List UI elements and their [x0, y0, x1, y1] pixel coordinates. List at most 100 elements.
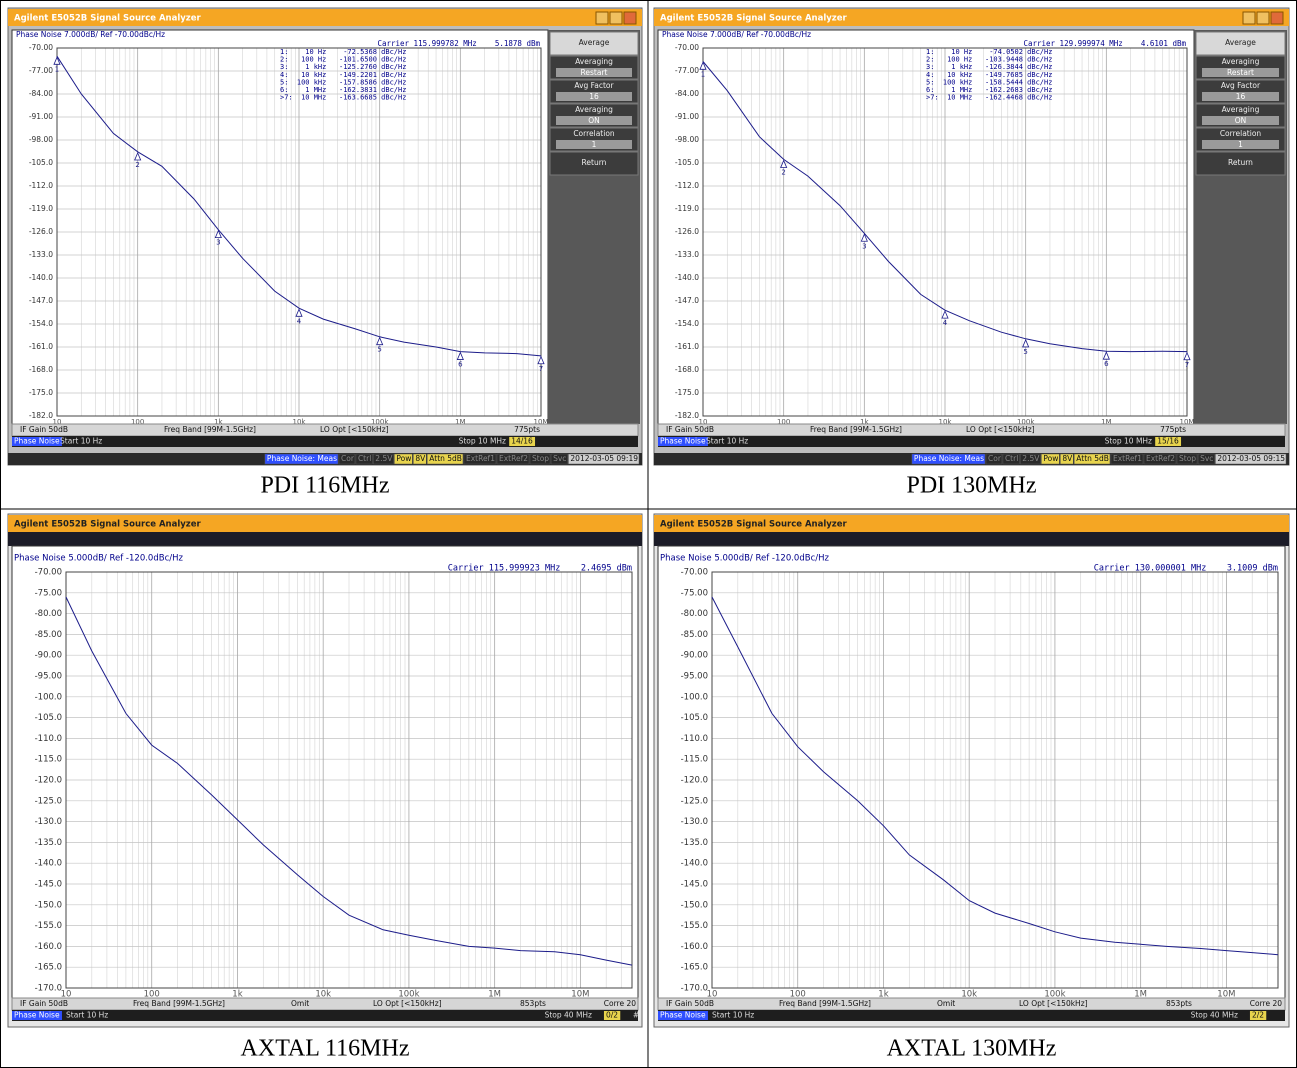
- status-item: #: [633, 1011, 639, 1020]
- status-item: 0/2: [606, 1011, 618, 1020]
- status-cell: [496, 453, 530, 465]
- marker: [699, 61, 707, 70]
- status-cell: [355, 453, 373, 465]
- status-item: 775pts: [1160, 425, 1186, 434]
- status-cell: [1060, 453, 1074, 465]
- x-tick-label: 10k: [961, 990, 977, 1000]
- softkey-value-box: [556, 92, 632, 101]
- x-tick-label: 10: [61, 990, 72, 1000]
- status-item: Stop 10 MHz: [459, 437, 506, 446]
- status-item: Phase Noise: [660, 437, 706, 446]
- softkey-value-box: [556, 68, 632, 77]
- carrier-readout: Carrier 115.999923 MHz 2.4695 dBm: [448, 564, 632, 574]
- y-tick-label: -119.0: [675, 204, 699, 213]
- y-tick-label: -130.0: [681, 817, 708, 827]
- status-item: 853pts: [1166, 999, 1192, 1008]
- status-item: ExtRef2: [1146, 454, 1175, 463]
- menu-bar: [654, 532, 1289, 546]
- softkey-label: Averaging: [575, 105, 613, 114]
- status-badge: [658, 437, 708, 446]
- marker: [1102, 351, 1110, 360]
- status-item: IF Gain 50dB: [20, 425, 68, 434]
- status-item: Omit: [291, 999, 309, 1008]
- status-item: Start 10 Hz: [66, 1011, 108, 1020]
- marker-label: 7: [539, 365, 543, 373]
- marker-label: 6: [1104, 360, 1109, 368]
- y-tick-label: -168.0: [675, 365, 699, 374]
- status-item: IF Gain 50dB: [20, 999, 68, 1008]
- softkey-value-box: [556, 140, 632, 149]
- softkey-value-box: [556, 116, 632, 125]
- status-item: Stop 10 MHz: [1105, 437, 1152, 446]
- marker-label: 2: [135, 161, 139, 169]
- y-tick-label: -120.0: [35, 776, 62, 786]
- y-tick-label: -80.00: [681, 609, 708, 619]
- y-tick-label: -155.0: [35, 921, 62, 931]
- status-cell: [264, 453, 339, 465]
- status-cell: [529, 453, 551, 465]
- window-title-bar: [8, 9, 642, 26]
- status-cell: [338, 453, 356, 465]
- marker: [53, 56, 61, 65]
- window-title-bar: [654, 515, 1289, 532]
- y-tick-label: -75.00: [681, 588, 708, 598]
- y-tick-label: -182.0: [675, 411, 699, 420]
- y-tick-label: -150.0: [681, 900, 708, 910]
- y-tick-label: -175.0: [675, 388, 699, 397]
- softkey-value: 1: [1238, 140, 1243, 149]
- y-tick-label: -84.00: [29, 89, 53, 98]
- marker: [1022, 338, 1030, 348]
- x-tick-label: 1k: [232, 990, 242, 1000]
- x-tick-label: 1M: [455, 418, 466, 426]
- status-item: 853pts: [520, 999, 546, 1008]
- status-item: 15/16: [1157, 437, 1179, 446]
- status-item: 8V: [415, 454, 426, 463]
- status-item: Cor: [988, 454, 1002, 463]
- chart-title: Phase Noise 5.000dB/ Ref -120.0dBc/Hz: [660, 554, 829, 564]
- x-tick-label: 10: [707, 990, 718, 1000]
- status-item: Pow: [396, 454, 411, 463]
- y-tick-label: -160.0: [681, 942, 708, 952]
- y-tick-label: -170.0: [35, 984, 62, 994]
- x-tick-label: 100k: [371, 418, 389, 426]
- status-item: 8V: [1062, 454, 1073, 463]
- softkey-value-box: [1202, 68, 1279, 77]
- y-tick-label: -105.0: [35, 713, 62, 723]
- status-badge: [12, 437, 62, 446]
- softkey-label: Averaging: [575, 57, 613, 66]
- status-row: [658, 436, 1285, 447]
- status-item: Stop: [532, 454, 549, 463]
- x-tick-label: 100k: [1044, 990, 1065, 1000]
- y-tick-label: -168.0: [29, 365, 53, 374]
- x-tick-label: 100: [777, 418, 790, 426]
- x-tick-label: 100: [790, 990, 806, 1000]
- softkey-value: 1: [592, 140, 597, 149]
- y-tick-label: -150.0: [35, 900, 62, 910]
- chart-title: Phase Noise 5.000dB/ Ref -120.0dBc/Hz: [14, 554, 183, 564]
- status-item: Freq Band [99M-1.5GHz]: [779, 999, 871, 1008]
- y-tick-label: -154.0: [29, 319, 53, 328]
- plot-area: [657, 545, 1286, 999]
- y-tick-label: -175.0: [29, 388, 53, 397]
- marker-table-row: >7: 10 MHz -162.4468 dBc/Hz: [926, 94, 1052, 102]
- marker-table-row: 3: 1 kHz -126.3844 dBc/Hz: [926, 63, 1052, 71]
- softkey-label: Correlation: [573, 129, 615, 138]
- softkey-value-box: [1202, 92, 1279, 101]
- status-badge: [603, 1011, 621, 1020]
- status-item: Freq Band [99M-1.5GHz]: [133, 999, 225, 1008]
- status-item: LO Opt [<150kHz]: [320, 425, 389, 434]
- y-tick-label: -140.0: [29, 273, 53, 282]
- status-item: Ctrl: [358, 454, 371, 463]
- marker: [941, 310, 949, 319]
- status-cell: [463, 453, 497, 465]
- softkey-value: 16: [1236, 92, 1246, 101]
- status-item: Ctrl: [1005, 454, 1018, 463]
- y-tick-label: -112.0: [675, 181, 699, 190]
- y-tick-label: -161.0: [675, 342, 699, 351]
- window-title: Agilent E5052B Signal Source Analyzer: [14, 14, 202, 24]
- y-tick-label: -85.00: [681, 630, 708, 640]
- y-tick-label: -105.0: [675, 158, 699, 167]
- x-tick-label: 10M: [534, 418, 549, 426]
- status-item: 2012-03-05 09:15: [1217, 454, 1285, 463]
